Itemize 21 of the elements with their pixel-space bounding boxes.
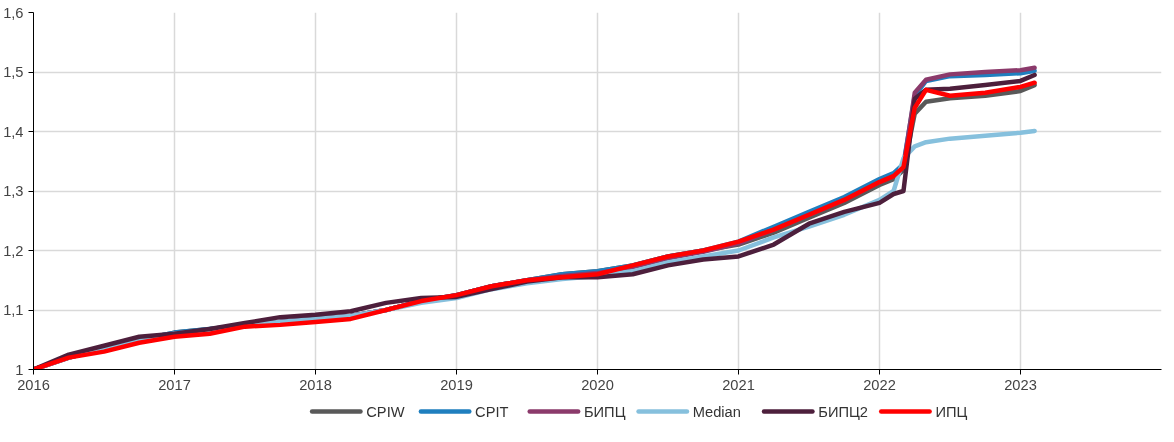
legend-label: CPIT: [475, 403, 509, 420]
x-tick-label: 2023: [1004, 376, 1037, 393]
legend-label: CPIW: [366, 403, 405, 420]
x-tick-label: 2016: [17, 376, 50, 393]
legend-label: БИПЦ: [583, 403, 626, 420]
legend-label: БИПЦ2: [818, 403, 868, 420]
legend-label: ИПЦ: [935, 403, 968, 420]
x-tick-label: 2018: [299, 376, 332, 393]
y-tick-label: 1,4: [3, 123, 24, 140]
y-tick-label: 1,2: [3, 242, 24, 259]
x-tick-label: 2017: [158, 376, 191, 393]
x-tick-label: 2020: [581, 376, 614, 393]
x-tick-label: 2021: [722, 376, 755, 393]
x-tick-label: 2019: [440, 376, 473, 393]
y-tick-label: 1: [15, 361, 24, 378]
y-tick-label: 1,3: [3, 183, 24, 199]
x-tick-label: 2022: [863, 376, 896, 393]
y-tick-label: 1,6: [3, 4, 24, 21]
y-tick-label: 1,1: [3, 302, 24, 318]
legend-label: Median: [692, 403, 741, 420]
y-tick-label: 1,5: [3, 64, 24, 80]
